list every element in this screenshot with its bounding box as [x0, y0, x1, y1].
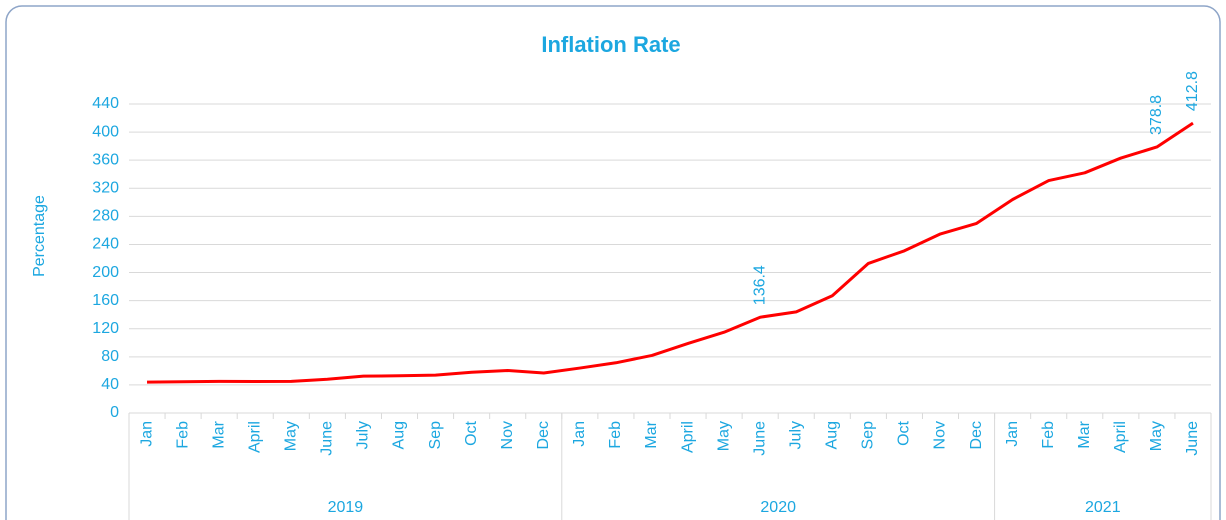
- y-axis-label: Percentage: [31, 195, 48, 277]
- y-tick-label: 320: [92, 179, 119, 196]
- group-label: 2020: [760, 499, 796, 516]
- y-tick-label: 160: [92, 292, 119, 309]
- chart-title: Inflation Rate: [541, 32, 680, 57]
- y-tick-label: 200: [92, 264, 119, 281]
- y-tick-label: 240: [92, 236, 119, 253]
- y-tick-label: 360: [92, 151, 119, 168]
- x-tick-label: May: [283, 421, 300, 451]
- x-tick-label: Sep: [860, 421, 877, 450]
- group-label: 2019: [328, 499, 364, 516]
- group-label: 2021: [1085, 499, 1121, 516]
- x-tick-label: Feb: [607, 421, 624, 449]
- y-tick-label: 120: [92, 320, 119, 337]
- x-tick-label: Jan: [571, 421, 588, 447]
- data-label: 412.8: [1184, 71, 1201, 111]
- x-tick-label: July: [355, 421, 372, 449]
- x-tick-label: Dec: [968, 421, 985, 449]
- x-tick-label: Aug: [824, 421, 841, 449]
- y-tick-label: 40: [101, 376, 119, 393]
- y-tick-label: 400: [92, 123, 119, 140]
- x-tick-label: Aug: [391, 421, 408, 449]
- x-tick-label: Dec: [535, 421, 552, 449]
- x-tick-label: June: [1184, 421, 1201, 456]
- x-tick-label: April: [679, 421, 696, 453]
- y-tick-label: 440: [92, 95, 119, 112]
- x-tick-label: Jan: [138, 421, 155, 447]
- x-tick-label: April: [246, 421, 263, 453]
- y-tick-label: 80: [101, 348, 119, 365]
- chart-border: [5, 5, 1221, 520]
- data-label: 378.8: [1148, 95, 1165, 135]
- y-tick-label: 280: [92, 208, 119, 225]
- x-tick-label: Jan: [1004, 421, 1021, 447]
- x-tick-label: Nov: [932, 421, 949, 449]
- x-tick-label: Mar: [210, 420, 227, 448]
- x-tick-label: June: [751, 421, 768, 456]
- x-tick-label: Feb: [1040, 421, 1057, 449]
- x-tick-label: April: [1112, 421, 1129, 453]
- x-tick-label: Feb: [174, 421, 191, 449]
- x-tick-label: Mar: [643, 420, 660, 448]
- x-tick-label: May: [715, 421, 732, 451]
- x-tick-label: June: [319, 421, 336, 456]
- y-tick-label: 0: [110, 404, 119, 421]
- x-tick-label: Oct: [463, 420, 480, 445]
- x-tick-label: Nov: [499, 421, 516, 449]
- x-tick-label: July: [787, 421, 804, 449]
- x-tick-label: Oct: [896, 420, 913, 445]
- line: [147, 121, 1194, 384]
- x-tick-label: Sep: [427, 421, 444, 450]
- x-tick-label: May: [1148, 421, 1165, 451]
- data-label: 136.4: [751, 265, 768, 305]
- x-tick-label: Mar: [1076, 420, 1093, 448]
